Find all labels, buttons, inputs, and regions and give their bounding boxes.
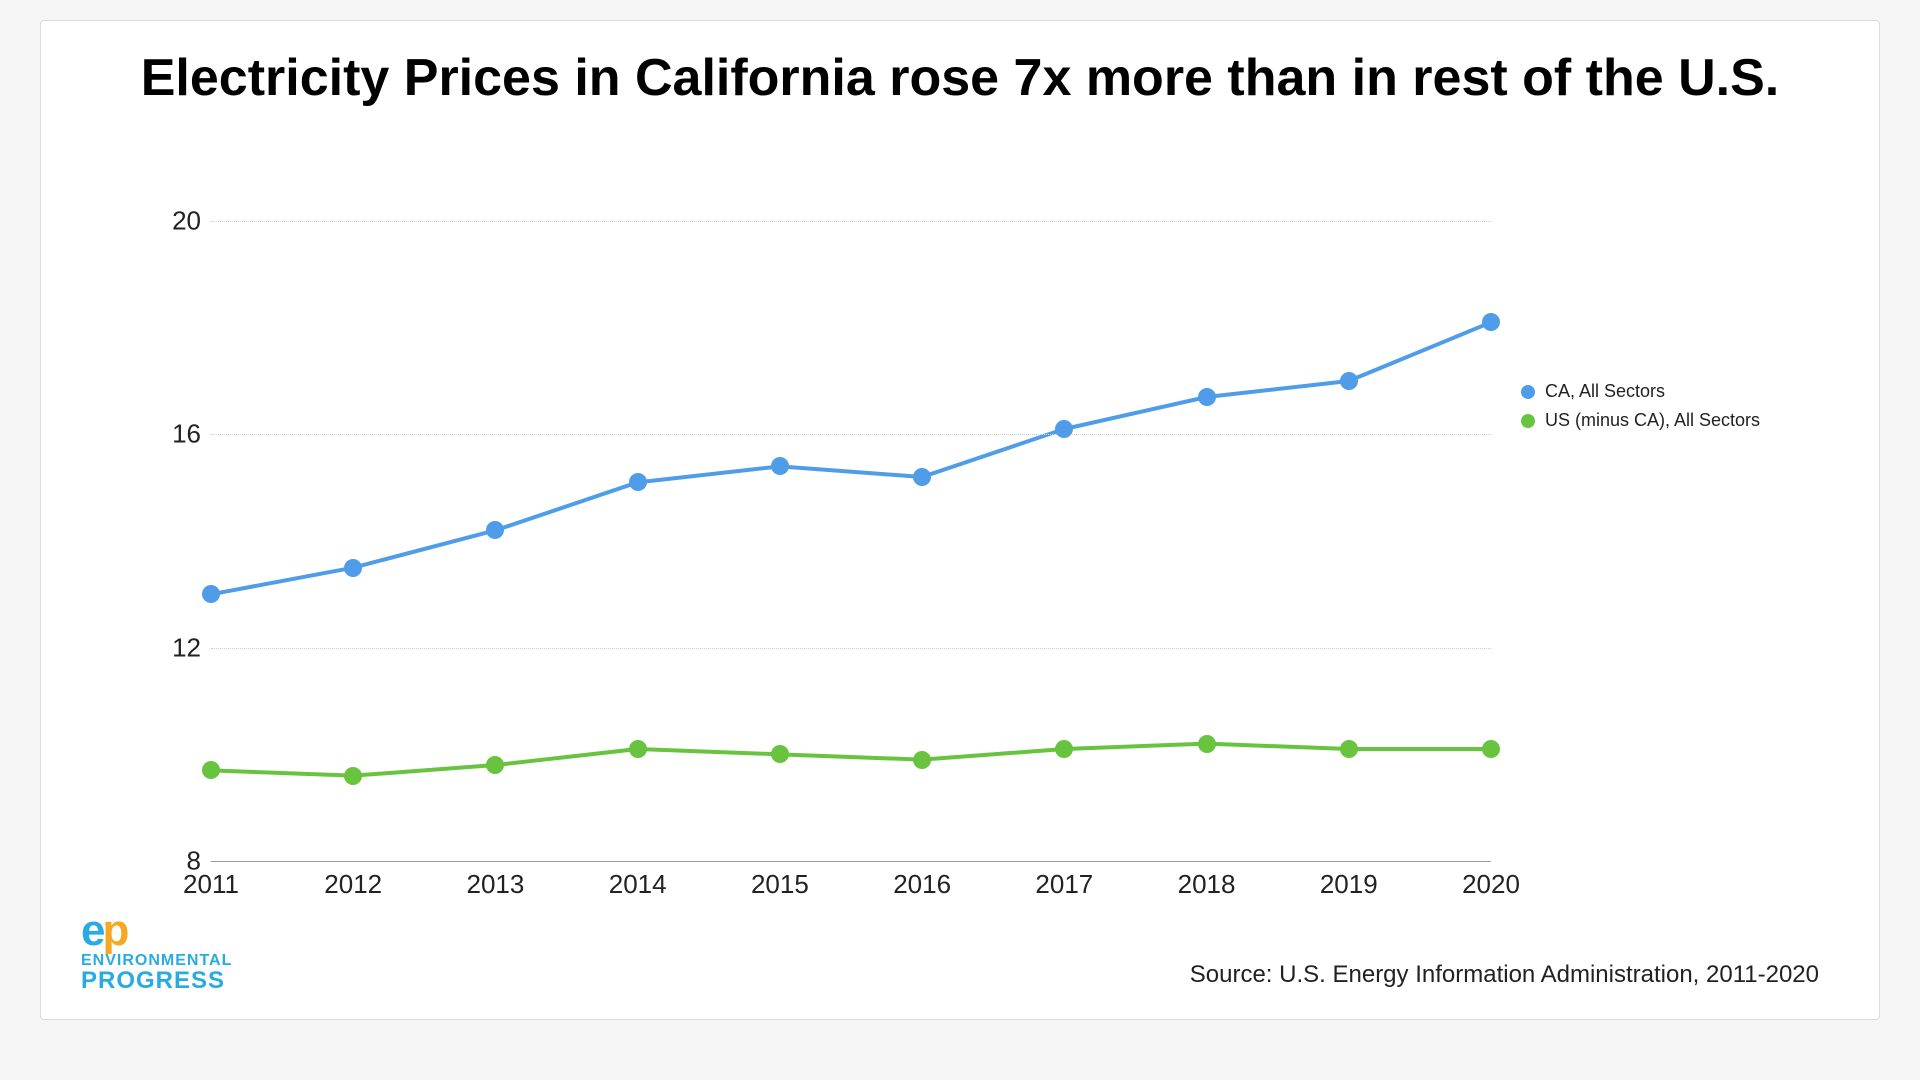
chart-title: Electricity Prices in California rose 7x… xyxy=(41,49,1879,109)
series-marker xyxy=(1340,740,1358,758)
series-marker xyxy=(913,751,931,769)
x-tick-label: 2020 xyxy=(1462,869,1520,900)
series-marker xyxy=(1340,372,1358,390)
x-tick-label: 2014 xyxy=(609,869,667,900)
logo-ep-icon: ep xyxy=(81,909,232,953)
legend-marker-icon xyxy=(1521,385,1535,399)
series-marker xyxy=(1055,420,1073,438)
series-line xyxy=(211,744,1491,776)
series-marker xyxy=(344,559,362,577)
logo-word-progress: PROGRESS xyxy=(81,969,232,993)
series-marker xyxy=(1198,735,1216,753)
x-tick-label: 2018 xyxy=(1178,869,1236,900)
y-tick-label: 20 xyxy=(151,206,201,237)
x-tick-label: 2019 xyxy=(1320,869,1378,900)
legend-marker-icon xyxy=(1521,414,1535,428)
y-tick-label: 12 xyxy=(151,632,201,663)
series-marker xyxy=(486,756,504,774)
series-marker xyxy=(202,585,220,603)
legend-item: CA, All Sectors xyxy=(1521,381,1760,402)
x-tick-label: 2017 xyxy=(1035,869,1093,900)
plot-area: 8121620201120122013201420152016201720182… xyxy=(211,221,1491,861)
series-marker xyxy=(1055,740,1073,758)
gridline xyxy=(211,648,1491,649)
series-marker xyxy=(771,745,789,763)
legend-label: US (minus CA), All Sectors xyxy=(1545,410,1760,431)
logo-letter-e: e xyxy=(81,906,102,955)
x-tick-label: 2015 xyxy=(751,869,809,900)
series-marker xyxy=(486,521,504,539)
y-tick-label: 16 xyxy=(151,419,201,450)
series-marker xyxy=(629,740,647,758)
series-marker xyxy=(629,473,647,491)
legend-label: CA, All Sectors xyxy=(1545,381,1665,402)
series-marker xyxy=(202,761,220,779)
series-marker xyxy=(1482,313,1500,331)
chart-card: Electricity Prices in California rose 7x… xyxy=(40,20,1880,1020)
x-tick-label: 2012 xyxy=(324,869,382,900)
series-line xyxy=(211,322,1491,594)
x-tick-label: 2013 xyxy=(467,869,525,900)
logo-environmental-progress: ep ENVIRONMENTAL PROGRESS xyxy=(81,909,232,993)
plot-svg xyxy=(211,221,1491,861)
series-marker xyxy=(344,767,362,785)
series-marker xyxy=(1198,388,1216,406)
gridline xyxy=(211,434,1491,435)
series-marker xyxy=(1482,740,1500,758)
x-tick-label: 2016 xyxy=(893,869,951,900)
legend-item: US (minus CA), All Sectors xyxy=(1521,410,1760,431)
chart-legend: CA, All Sectors US (minus CA), All Sector… xyxy=(1521,381,1760,439)
series-marker xyxy=(913,468,931,486)
series-marker xyxy=(771,457,789,475)
source-text: Source: U.S. Energy Information Administ… xyxy=(1190,961,1819,989)
x-axis-baseline xyxy=(211,861,1491,862)
logo-letter-p: p xyxy=(102,906,126,955)
x-tick-label: 2011 xyxy=(183,869,239,900)
gridline xyxy=(211,221,1491,222)
